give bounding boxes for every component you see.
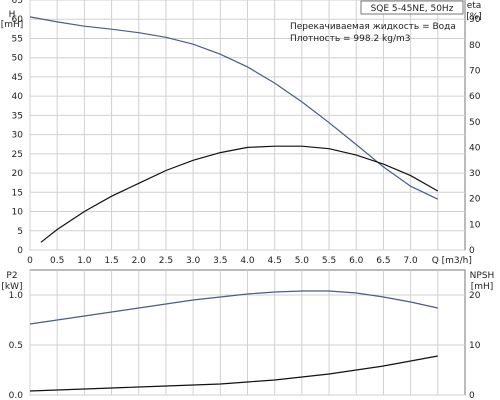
y-left-tick-upper: 40 (12, 92, 24, 102)
y-right-tick-upper: 50 (469, 118, 481, 128)
y-left-tick-upper: 0 (17, 246, 23, 256)
y-left-label-upper: H (9, 10, 16, 20)
y-left-tick-upper: 65 (12, 0, 23, 6)
y-left-unit-lower: [kW] (1, 282, 22, 292)
upper-series-line-0 (29, 16, 439, 200)
y-left-tick-lower: 0.5 (9, 341, 23, 351)
y-right-tick-upper: 70 (469, 67, 481, 77)
upper-series-line-1 (40, 145, 439, 243)
x-tick-upper: 1.5 (104, 256, 118, 266)
y-left-tick-upper: 10 (12, 208, 24, 218)
y-left-unit-upper: [mH] (1, 20, 24, 30)
x-tick-upper: 5.0 (295, 256, 310, 266)
x-tick-upper: 0.5 (50, 256, 64, 266)
y-right-unit-upper: [%] (466, 12, 482, 22)
y-right-tick-upper: 30 (469, 169, 481, 179)
y-left-tick-upper: 15 (12, 188, 23, 198)
x-tick-upper: 1.0 (77, 256, 92, 266)
y-left-tick-upper: 60 (12, 15, 24, 25)
lower-plot: 0.0 0.5 1.0 0 10 20 P2 [kW] NPSH [mH] (1, 269, 495, 400)
lower-series-line-0 (29, 290, 438, 325)
y-left-tick-lower: 1.0 (9, 291, 24, 301)
y-right-tick-upper: 10 (469, 220, 481, 230)
x-tick-upper: Q [m3/h] (432, 256, 472, 266)
upper-grid (29, 0, 465, 251)
y-left-tick-upper: 45 (12, 73, 23, 83)
y-right-tick-lower: 20 (469, 291, 481, 301)
y-right-tick-lower: 0 (469, 391, 475, 400)
y-right-tick-upper: 80 (469, 41, 481, 51)
y-right-label-upper: eta (467, 1, 482, 11)
x-tick-upper: 3.0 (186, 256, 201, 266)
y-right-tick-upper: 90 (469, 15, 481, 25)
x-tick-upper: 2.5 (159, 256, 173, 266)
y-right-tick-upper: 40 (469, 143, 481, 153)
x-tick-upper: 0 (27, 256, 33, 266)
x-tick-upper: 4.5 (268, 256, 282, 266)
x-tick-upper: 6.5 (376, 256, 390, 266)
lower-series (29, 290, 438, 392)
y-left-tick-upper: 55 (12, 34, 23, 44)
y-left-label-lower: P2 (6, 271, 17, 281)
upper-tick-labels: 0 5 10 15 20 25 30 35 40 45 50 55 60 65 0 10 20 30 40 50 60 7… (12, 0, 481, 266)
lower-grid (29, 270, 465, 396)
density-annotation: Плотность = 998.2 kg/m3 (290, 34, 411, 44)
chart-title-box (360, 0, 464, 15)
y-left-tick-upper: 50 (12, 54, 24, 64)
chart-title: SQE 5-45NE, 50Hz (371, 4, 454, 14)
x-tick-upper: 4.0 (240, 256, 255, 266)
upper-series (29, 16, 439, 243)
x-tick-upper: 3.5 (213, 256, 227, 266)
x-tick-upper: 2.0 (132, 256, 147, 266)
y-left-tick-lower: 0.0 (9, 391, 24, 400)
y-right-tick-upper: 0 (469, 246, 475, 256)
y-right-label-lower: NPSH (470, 271, 495, 281)
upper-plot: 0 5 10 15 20 25 30 35 40 45 50 55 60 65 0 10 20 30 40 50 60 7… (1, 0, 482, 266)
x-tick-upper: 7.0 (403, 256, 418, 266)
x-tick-upper: 5.5 (322, 256, 336, 266)
y-right-tick-lower: 10 (469, 341, 481, 351)
y-right-unit-lower: [mH] (471, 282, 494, 292)
y-left-tick-upper: 25 (12, 150, 23, 160)
y-left-tick-upper: 30 (12, 131, 24, 141)
x-tick-upper: 6.0 (349, 256, 364, 266)
lower-tick-labels: 0.0 0.5 1.0 0 10 20 (9, 291, 481, 400)
y-right-tick-upper: 60 (469, 92, 481, 102)
lower-series-line-1 (29, 355, 438, 392)
y-left-tick-upper: 5 (17, 227, 23, 237)
fluid-annotation: Перекачиваемая жидкость = Вода (290, 22, 456, 32)
y-left-tick-upper: 20 (12, 169, 24, 179)
y-right-tick-upper: 20 (469, 195, 481, 205)
y-left-tick-upper: 35 (12, 111, 23, 121)
